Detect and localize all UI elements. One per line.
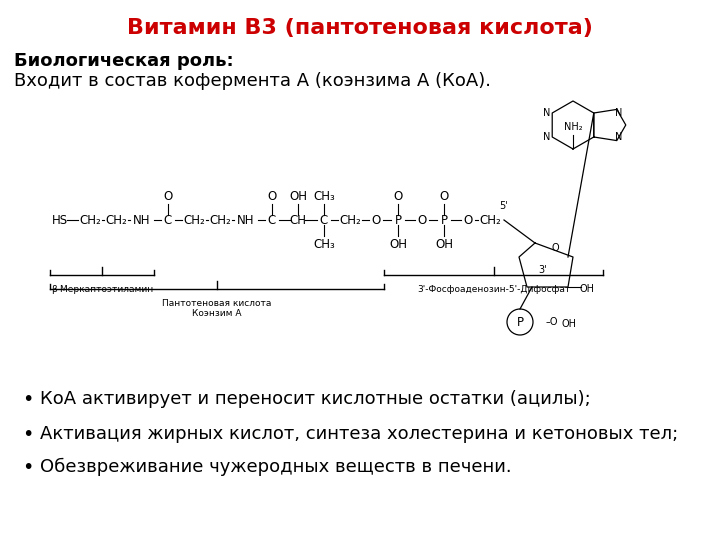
Text: O: O [163, 191, 173, 204]
Text: C: C [320, 213, 328, 226]
Text: P: P [395, 213, 402, 226]
Text: NH: NH [133, 213, 150, 226]
Text: OH: OH [562, 319, 577, 329]
Text: β-Меркаптоэтиламин: β-Меркаптоэтиламин [51, 285, 153, 294]
Text: N: N [543, 108, 550, 118]
Text: C: C [164, 213, 172, 226]
Text: 3'-Фосфоаденозин-5'-Дифосфат: 3'-Фосфоаденозин-5'-Дифосфат [417, 285, 570, 294]
Text: P: P [516, 315, 523, 328]
Text: O: O [552, 243, 559, 253]
Text: N: N [615, 109, 623, 118]
Text: Активация жирных кислот, синтеза холестерина и кетоновых тел;: Активация жирных кислот, синтеза холесте… [40, 425, 678, 443]
Text: •: • [22, 425, 33, 444]
Text: CH₂: CH₂ [479, 213, 501, 226]
Text: Витамин В3 (пантотеновая кислота): Витамин В3 (пантотеновая кислота) [127, 18, 593, 38]
Text: NH: NH [238, 213, 255, 226]
Text: CH: CH [289, 213, 307, 226]
Text: HS: HS [52, 213, 68, 226]
Text: O: O [372, 213, 381, 226]
Text: OH: OH [580, 284, 595, 294]
Text: P: P [441, 213, 448, 226]
Text: C: C [268, 213, 276, 226]
Text: O: O [464, 213, 472, 226]
Text: Пантотеновая кислота: Пантотеновая кислота [162, 299, 271, 307]
Text: CH₂: CH₂ [339, 213, 361, 226]
Text: O: O [393, 191, 402, 204]
Text: КоА активирует и переносит кислотные остатки (ацилы);: КоА активирует и переносит кислотные ост… [40, 390, 590, 408]
Text: OH: OH [289, 191, 307, 204]
Text: NH₂: NH₂ [564, 122, 582, 132]
Text: Биологическая роль:: Биологическая роль: [14, 52, 233, 70]
Text: O: O [439, 191, 449, 204]
Text: CH₂: CH₂ [209, 213, 231, 226]
Text: CH₂: CH₂ [183, 213, 205, 226]
Text: CH₃: CH₃ [313, 191, 335, 204]
Text: •: • [22, 458, 33, 477]
Text: Входит в состав кофермента А (коэнзима А (КоА).: Входит в состав кофермента А (коэнзима А… [14, 72, 491, 90]
Text: O: O [267, 191, 276, 204]
Text: N: N [615, 132, 623, 141]
Text: O: O [418, 213, 427, 226]
Text: OH: OH [389, 238, 407, 251]
Text: N: N [543, 132, 550, 142]
Text: Обезвреживание чужеродных веществ в печени.: Обезвреживание чужеродных веществ в пече… [40, 458, 512, 476]
Text: –O: –O [546, 317, 559, 327]
Text: 5': 5' [500, 201, 508, 211]
Text: •: • [22, 390, 33, 409]
Text: Коэнзим А: Коэнзим А [192, 308, 242, 318]
Text: 3': 3' [539, 265, 547, 275]
Text: CH₂: CH₂ [105, 213, 127, 226]
Text: CH₃: CH₃ [313, 238, 335, 251]
Text: CH₂: CH₂ [79, 213, 101, 226]
Text: OH: OH [435, 238, 453, 251]
